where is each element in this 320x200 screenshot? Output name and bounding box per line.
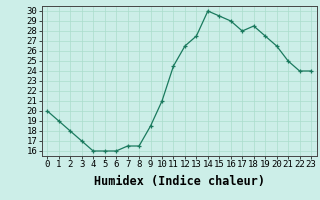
X-axis label: Humidex (Indice chaleur): Humidex (Indice chaleur) [94,175,265,188]
